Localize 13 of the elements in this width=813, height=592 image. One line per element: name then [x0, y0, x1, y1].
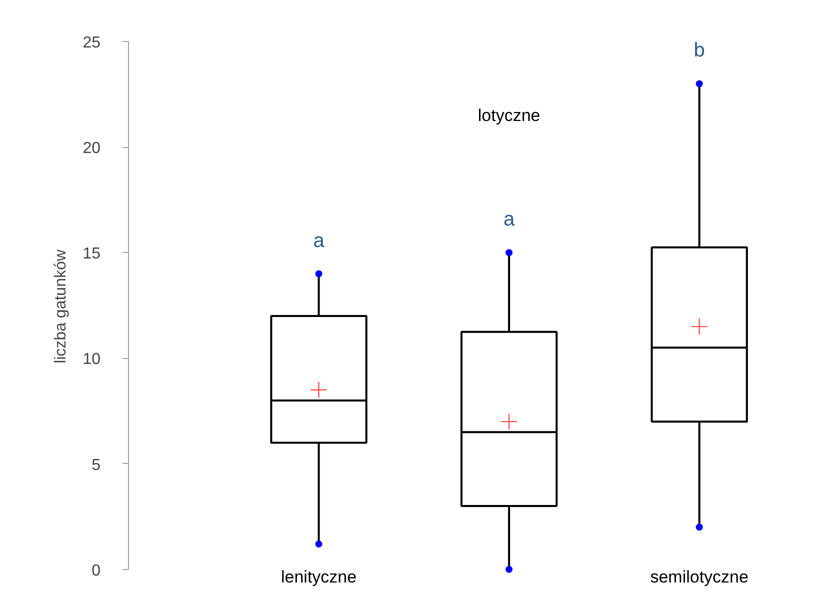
- annotation: a: [313, 230, 326, 252]
- x-tick-label: semilotyczne: [650, 567, 748, 586]
- y-tick-label: 15: [82, 246, 101, 263]
- y-tick-label: 25: [82, 34, 101, 52]
- y-tick-label: 10: [82, 351, 101, 368]
- y-tick-label: 0: [92, 562, 101, 580]
- y-axis-title: liczba gatunków: [52, 249, 70, 364]
- x-tick-label: lenityczne: [280, 567, 357, 586]
- x-tick-label: lotyczne: [478, 106, 540, 125]
- annotation: b: [694, 40, 705, 62]
- y-tick-label: 20: [82, 140, 101, 158]
- annotation: a: [503, 208, 516, 231]
- y-tick-label: 5: [92, 456, 101, 474]
